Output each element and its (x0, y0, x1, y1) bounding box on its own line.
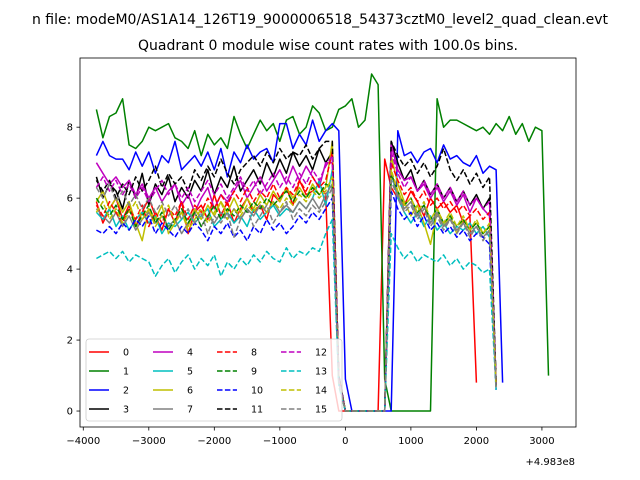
series-line-6 (95, 140, 497, 412)
x-tick-label: 3000 (529, 436, 554, 447)
series-line-11 (95, 140, 497, 412)
y-axis: 0 2 4 6 8 (67, 123, 80, 418)
plot-frame (79, 57, 577, 428)
legend-label-12: 12 (315, 348, 327, 359)
series-line-2 (95, 119, 504, 412)
legend-label-8: 8 (251, 348, 257, 359)
x-tick-label: −3000 (132, 436, 166, 447)
y-tick-label: 4 (67, 265, 73, 276)
x-tick-label: 1000 (398, 436, 423, 447)
legend-label-5: 5 (187, 367, 193, 378)
y-tick-label: 6 (67, 194, 73, 205)
series-line-1 (95, 73, 550, 412)
x-tick-label: 0 (342, 436, 348, 447)
legend-label-1: 1 (123, 367, 129, 378)
y-tick-label: 0 (67, 407, 73, 418)
x-tick-label: 2000 (464, 436, 489, 447)
series-line-14 (95, 169, 497, 412)
x-offset-label: +4.983e8 (525, 457, 575, 468)
x-axis: −4000 −3000 −2000 −1000 0 1000 2000 3000 (66, 427, 555, 447)
series-line-10 (96, 190, 497, 412)
series-line-15 (95, 179, 497, 412)
series-line-7 (95, 172, 497, 412)
legend-frame (85, 338, 343, 422)
legend-label-11: 11 (251, 405, 263, 416)
series-line-13 (96, 218, 497, 412)
figure-suptitle: n file: modeM0/AS1A14_126T19_9000006518_… (32, 12, 609, 28)
legend-label-6: 6 (187, 386, 193, 397)
legend-label-10: 10 (251, 386, 263, 397)
legend-label-7: 7 (187, 405, 193, 416)
legend-label-2: 2 (123, 386, 129, 397)
legend-label-15: 15 (315, 405, 327, 416)
x-tick-label: −4000 (66, 436, 100, 447)
series-line-12 (95, 151, 497, 412)
legend-label-3: 3 (123, 405, 129, 416)
y-tick-label: 2 (67, 336, 73, 347)
x-tick-label: −1000 (263, 436, 297, 447)
x-tick-label: −2000 (197, 436, 231, 447)
legend-label-13: 13 (315, 367, 327, 378)
legend-label-0: 0 (123, 348, 129, 359)
legend-label-4: 4 (187, 348, 193, 359)
series-line-4 (95, 144, 497, 412)
legend-label-14: 14 (315, 386, 327, 397)
y-tick-label: 8 (67, 123, 73, 134)
series-layer (95, 73, 550, 412)
chart-title: Quadrant 0 module wise count rates with … (138, 38, 518, 54)
legend-label-9: 9 (251, 367, 257, 378)
series-line-8 (95, 151, 497, 412)
